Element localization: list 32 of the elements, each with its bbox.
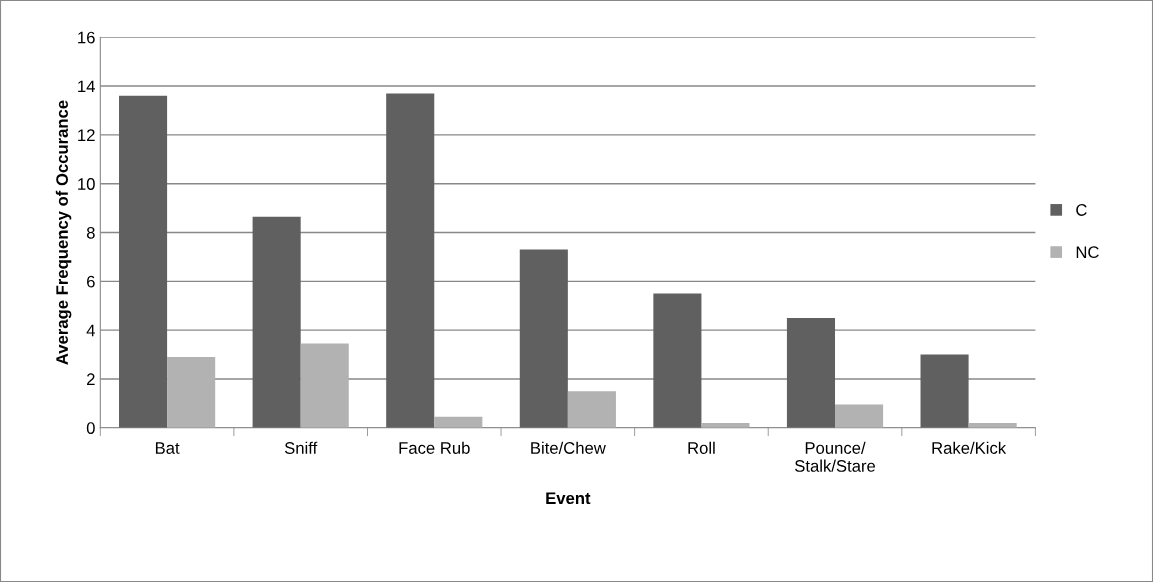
bar — [300, 343, 349, 428]
y-tick-label: 0 — [86, 422, 95, 434]
x-tick-label: Sniff — [284, 441, 318, 454]
legend-label: NC — [1076, 246, 1099, 259]
bar — [920, 354, 969, 428]
y-tick-label: 14 — [78, 80, 95, 93]
x-tick-label: Rake/Kick — [932, 441, 1007, 454]
x-tick-label: Roll — [688, 441, 715, 454]
x-tick-label: Bat — [155, 442, 180, 454]
y-tick-label: 2 — [87, 373, 95, 385]
bar — [434, 416, 483, 428]
bar — [519, 249, 568, 428]
y-axis-title: Average Frequency of Occurance — [55, 100, 72, 365]
bar — [386, 93, 435, 428]
bar — [119, 95, 168, 428]
y-tick-label: 4 — [86, 324, 95, 337]
bar — [835, 404, 884, 428]
bar — [653, 293, 702, 428]
y-tick-label: 16 — [78, 31, 95, 44]
x-tick-label: Face Rub — [399, 441, 470, 454]
y-tick-label: 6 — [87, 275, 95, 288]
x-tick-label: Pounce/ Stalk/Stare — [795, 441, 876, 472]
bar — [252, 216, 301, 428]
x-tick-label: Bite/Chew — [531, 441, 606, 454]
bar — [786, 317, 836, 428]
y-tick-label: 8 — [86, 226, 95, 239]
y-tick-label: 10 — [78, 178, 95, 190]
bar — [567, 391, 616, 428]
bar — [167, 356, 216, 428]
legend-label: C — [1076, 204, 1087, 216]
x-axis-title: Event — [546, 492, 591, 505]
y-tick-label: 12 — [78, 129, 95, 141]
